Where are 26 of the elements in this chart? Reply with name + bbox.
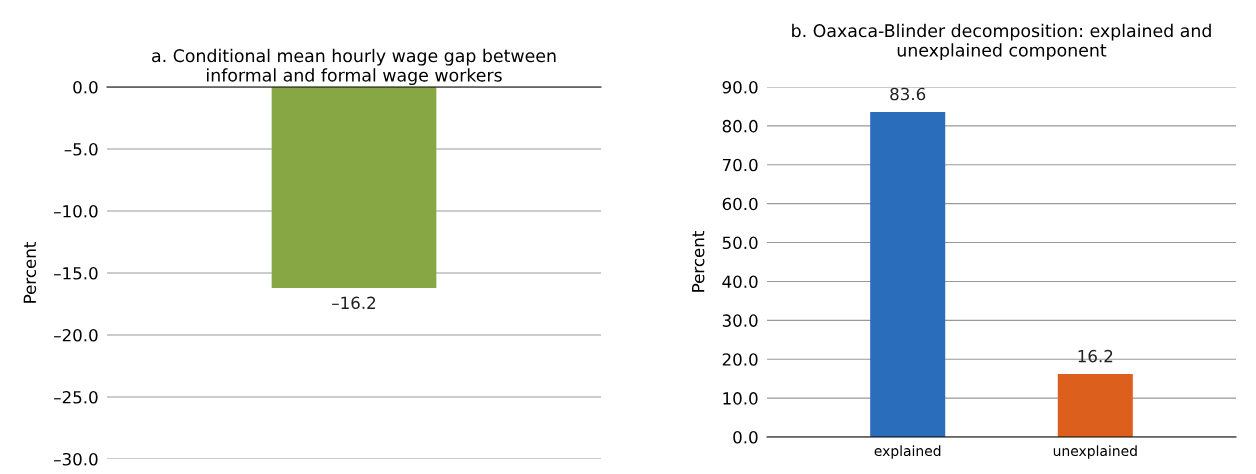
chart-title: a. Conditional mean hourly wage gap between informal and formal wage workers (152, 48, 556, 86)
x-tick-label: explained (874, 445, 941, 459)
y-tick-label: 40.0 (722, 275, 758, 289)
y-tick-label: –5.0 (64, 142, 98, 156)
y-tick-label: 10.0 (723, 392, 758, 405)
y-tick-label: 30.0 (722, 314, 758, 327)
y-tick-label: 80.0 (722, 119, 758, 133)
y-tick-label: 60.0 (722, 197, 758, 211)
data-label: –16.2 (332, 296, 376, 310)
data-label: 16.2 (1078, 349, 1113, 363)
y-tick-label: –30.0 (54, 452, 98, 466)
y-tick-label: –25.0 (54, 390, 98, 404)
chart-title: b. Oaxaca-Blinder decomposition: explained and unexplained component (792, 23, 1211, 61)
y-tick-label: 50.0 (722, 236, 758, 250)
y-axis-title: Percent (23, 242, 37, 303)
y-tick-label: 90.0 (722, 80, 758, 94)
y-tick-label: –10.0 (54, 204, 98, 218)
y-tick-label: 70.0 (722, 158, 758, 172)
y-axis-title: Percent (692, 231, 705, 292)
y-tick-label: 0.0 (733, 430, 758, 444)
data-label: 83.6 (890, 87, 926, 101)
y-tick-label: –20.0 (54, 328, 98, 342)
y-tick-label: –15.0 (54, 266, 98, 280)
y-tick-label: 0.0 (73, 80, 98, 94)
y-tick-label: 20.0 (722, 353, 758, 366)
x-tick-label: unexplained (1053, 445, 1137, 459)
